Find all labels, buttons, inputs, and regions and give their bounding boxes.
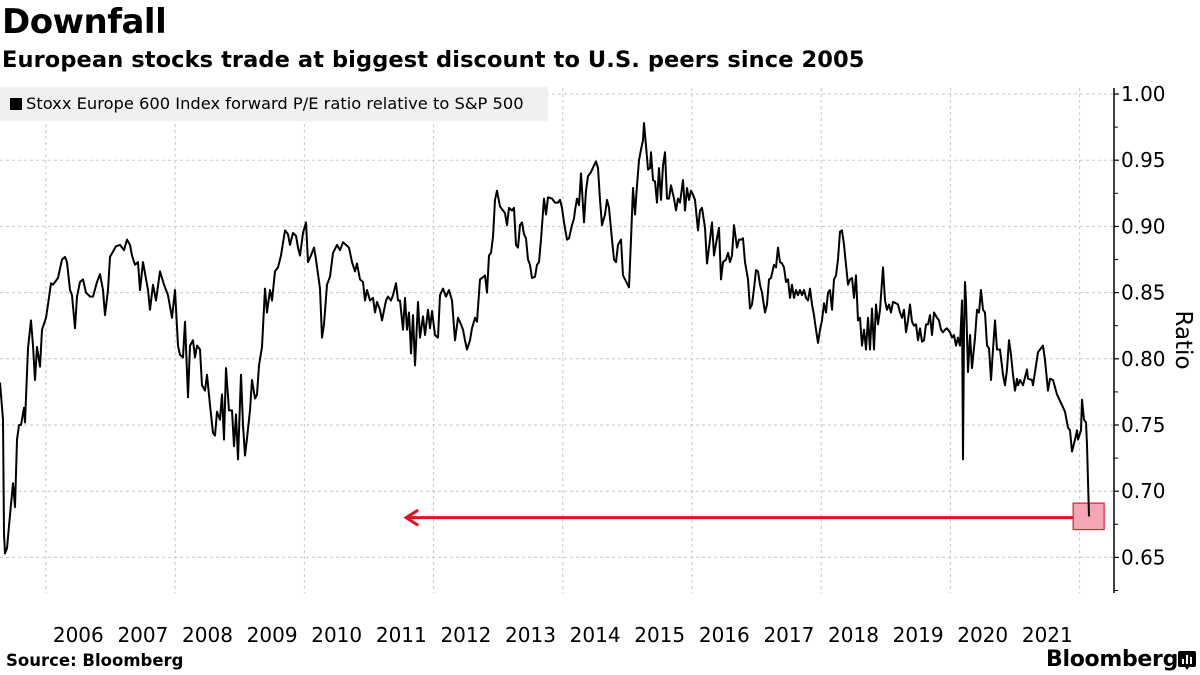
source-note: Source: Bloomberg bbox=[6, 651, 184, 670]
legend-swatch-icon bbox=[10, 98, 22, 110]
x-axis-labels: 2006 2007 2008 2009 2010 2011 2012 2013 2014 2015… bbox=[53, 623, 1073, 647]
x-tick-label: 2013 bbox=[505, 623, 556, 647]
horizontal-gridlines bbox=[0, 93, 1114, 558]
y-tick-label: 0.95 bbox=[1121, 148, 1166, 172]
x-tick-label: 2020 bbox=[957, 623, 1008, 647]
y-tick-label: 0.85 bbox=[1121, 281, 1166, 305]
x-tick-label: 2018 bbox=[828, 623, 879, 647]
x-tick-label: 2012 bbox=[440, 623, 491, 647]
x-tick-label: 2007 bbox=[117, 623, 168, 647]
y-tick-label: 0.70 bbox=[1121, 479, 1166, 503]
arrowhead-icon bbox=[403, 509, 419, 527]
x-tick-label: 2008 bbox=[182, 623, 233, 647]
x-tick-label: 2019 bbox=[893, 623, 944, 647]
y-axis-title: Ratio bbox=[1170, 310, 1196, 369]
legend-label: Stoxx Europe 600 Index forward P/E ratio… bbox=[26, 94, 524, 113]
x-tick-label: 2011 bbox=[376, 623, 427, 647]
brand-logo-text: Bloomberg bbox=[1046, 647, 1179, 672]
legend: Stoxx Europe 600 Index forward P/E ratio… bbox=[0, 87, 548, 121]
annotations-group bbox=[403, 502, 1105, 531]
x-tick-label: 2021 bbox=[1022, 623, 1073, 647]
series-group bbox=[0, 122, 1090, 555]
y-tick-label: 1.00 bbox=[1121, 82, 1166, 106]
x-tick-label: 2015 bbox=[634, 623, 685, 647]
x-tick-label: 2014 bbox=[570, 623, 621, 647]
y-tick-label: 0.75 bbox=[1121, 413, 1166, 437]
series-line bbox=[0, 122, 1090, 555]
vertical-gridlines bbox=[45, 88, 1081, 593]
y-tick-label: 0.65 bbox=[1121, 545, 1166, 569]
x-tick-label: 2017 bbox=[763, 623, 814, 647]
bloomberg-chart-icon bbox=[1178, 651, 1196, 670]
y-axis: 1.00 0.95 0.90 0.85 0.80 0.75 0.70 0.65 bbox=[1113, 82, 1166, 593]
x-tick-label: 2016 bbox=[699, 623, 750, 647]
y-tick-label: 0.90 bbox=[1121, 214, 1166, 238]
chart-subtitle: European stocks trade at biggest discoun… bbox=[2, 47, 865, 73]
x-tick-label: 2010 bbox=[311, 623, 362, 647]
x-tick-label: 2009 bbox=[247, 623, 298, 647]
y-tick-label: 0.80 bbox=[1121, 347, 1166, 371]
x-tick-label: 2006 bbox=[53, 623, 104, 647]
chart-title: Downfall bbox=[2, 2, 167, 42]
